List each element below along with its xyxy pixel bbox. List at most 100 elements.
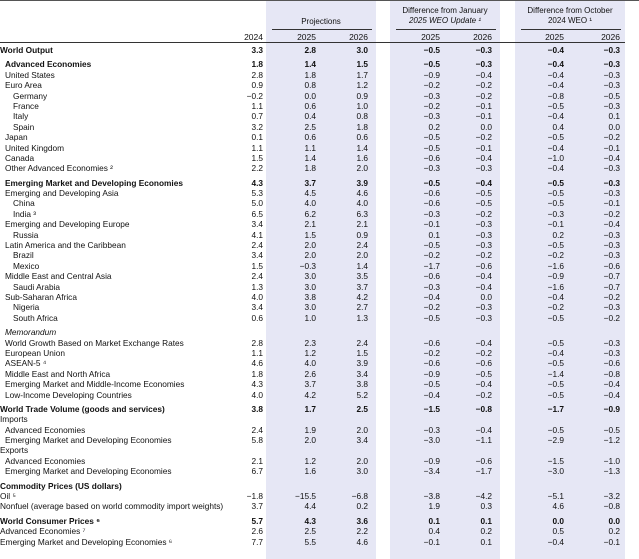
row-value: −0.9 [423, 69, 440, 80]
row-value: 1.2 [356, 80, 368, 91]
table-row: European Union 1.1 1.2 1.5 −0.2 −0.2 −0.4 −0.3 [0, 348, 639, 358]
row-value: 1.5 [251, 152, 263, 163]
row-value: 3.9 [356, 358, 368, 369]
row-value: −1.7 [475, 466, 492, 477]
row-value: 3.7 [356, 281, 368, 292]
row-value: 3.8 [304, 291, 316, 302]
row-value: 4.1 [251, 229, 263, 240]
row-value: −0.3 [423, 90, 440, 101]
row-value: 0.0 [608, 121, 620, 132]
row-value: −0.3 [603, 59, 620, 70]
row-value: −0.1 [603, 142, 620, 153]
row-value: 6.5 [251, 208, 263, 219]
row-label: Emerging and Developing Europe [5, 219, 130, 230]
row-value: 6.3 [356, 208, 368, 219]
row-value: 0.1 [608, 111, 620, 122]
row-value: 1.4 [304, 152, 316, 163]
row-value: −0.4 [547, 69, 564, 80]
row-value: 1.8 [304, 69, 316, 80]
row-value: 1.0 [356, 100, 368, 111]
table-row: Sub-Saharan Africa 4.0 3.8 4.2 −0.4 0.0 −0.4 −0… [0, 292, 639, 302]
table-row: Euro Area 0.9 0.8 1.2 −0.2 −0.2 −0.4 −0.3 [0, 80, 639, 90]
year-header: 2026 [601, 32, 620, 42]
row-value: 3.0 [304, 281, 316, 292]
row-value: −0.4 [475, 281, 492, 292]
row-label: United States [5, 69, 55, 80]
row-value: 1.0 [304, 312, 316, 323]
row-value: −0.8 [475, 403, 492, 414]
table-row: United Kingdom 1.1 1.1 1.4 −0.5 −0.1 −0.4 −0.1 [0, 143, 639, 153]
row-value: 0.6 [356, 132, 368, 143]
row-value: 4.4 [304, 501, 316, 512]
table-row: Germany −0.2 0.0 0.9 −0.3 −0.2 −0.8 −0.5 [0, 91, 639, 101]
row-value: −0.4 [547, 59, 564, 70]
row-label: Nonfuel (average based on world commodit… [0, 501, 224, 512]
table-row: Low-Income Developing Countries 4.0 4.2 5.2… [0, 390, 639, 400]
row-label: Germany [13, 90, 48, 101]
row-value: −0.9 [547, 271, 564, 282]
row-value: −0.2 [475, 132, 492, 143]
row-value: 2.1 [251, 455, 263, 466]
row-label: Spain [13, 121, 35, 132]
row-value: −3.0 [423, 435, 440, 446]
row-label: Oil ⁵ [0, 491, 16, 502]
row-value: −0.5 [547, 379, 564, 390]
row-value: 2.1 [304, 219, 316, 230]
row-value: −0.5 [547, 100, 564, 111]
row-value: 3.8 [251, 403, 263, 414]
row-value: −0.3 [547, 208, 564, 219]
table-row: Emerging Market and Developing Economies… [0, 537, 639, 547]
row-value: 3.0 [356, 466, 368, 477]
row-value: 0.6 [304, 132, 316, 143]
row-value: −0.3 [475, 312, 492, 323]
row-value: −0.4 [423, 389, 440, 400]
row-label: Brazil [13, 250, 34, 261]
row-value: 1.1 [304, 142, 316, 153]
row-value: −0.2 [547, 250, 564, 261]
table-row: Latin America and the Caribbean 2.4 2.0 2.4… [0, 240, 639, 250]
table-row: Imports [0, 414, 639, 424]
row-value: 1.1 [251, 347, 263, 358]
row-label: Commodity Prices (US dollars) [0, 480, 122, 491]
row-value: −0.9 [603, 403, 620, 414]
table-row: Spain 3.2 2.5 1.8 0.2 0.0 0.4 0.0 [0, 122, 639, 132]
row-value: −0.1 [475, 142, 492, 153]
row-value: −0.2 [423, 347, 440, 358]
row-value: 3.4 [251, 302, 263, 313]
row-value: −0.6 [423, 337, 440, 348]
row-value: 1.8 [251, 59, 263, 70]
row-value: −0.5 [423, 240, 440, 251]
row-value: −5.1 [547, 491, 564, 502]
row-value: −0.6 [475, 260, 492, 271]
row-value: −0.5 [475, 198, 492, 209]
row-value: −0.2 [423, 250, 440, 261]
row-value: −0.5 [423, 312, 440, 323]
row-value: −15.5 [295, 491, 316, 502]
row-value: 3.4 [356, 368, 368, 379]
row-label: Sub-Saharan Africa [5, 291, 77, 302]
table-row: Advanced Economies 1.8 1.4 1.5 −0.5 −0.3 −0.4 −… [0, 59, 639, 69]
row-value: 1.5 [304, 229, 316, 240]
table-row: Oil ⁵ −1.8 −15.5 −6.8 −3.8 −4.2 −5.1 −3.2 [0, 491, 639, 501]
row-value: −3.0 [547, 466, 564, 477]
january-difference-header: Difference from January 2025 WEO Update … [402, 6, 488, 25]
row-value: −0.8 [603, 368, 620, 379]
row-value: −0.3 [603, 69, 620, 80]
row-value: −0.3 [423, 424, 440, 435]
row-value: −0.4 [475, 152, 492, 163]
row-value: −0.3 [475, 163, 492, 174]
row-value: 6.7 [251, 466, 263, 477]
row-label: Latin America and the Caribbean [5, 240, 126, 251]
row-value: −0.6 [423, 198, 440, 209]
row-value: −0.6 [603, 260, 620, 271]
row-value: 2.6 [251, 526, 263, 537]
row-value: 2.8 [251, 337, 263, 348]
row-label: United Kingdom [5, 142, 65, 153]
year-header: 2025 [545, 32, 564, 42]
row-value: −0.2 [423, 302, 440, 313]
row-value: 1.5 [356, 347, 368, 358]
row-value: −0.6 [423, 188, 440, 199]
row-value: 5.2 [356, 389, 368, 400]
table-row: Emerging Market and Developing Economies… [0, 435, 639, 445]
row-value: 0.4 [304, 111, 316, 122]
